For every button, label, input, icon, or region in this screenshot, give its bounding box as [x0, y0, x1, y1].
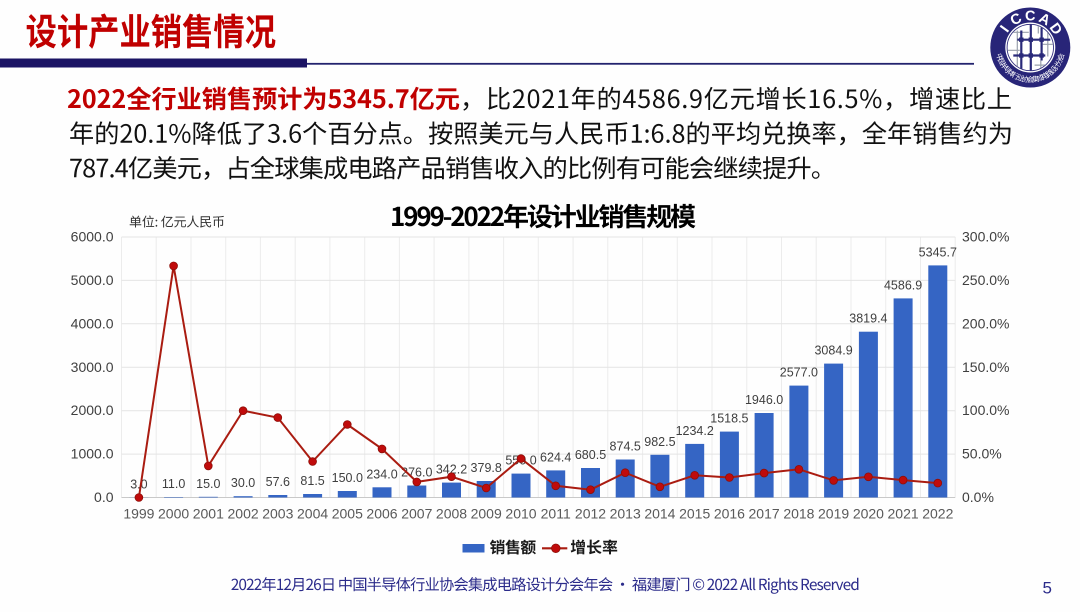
svg-text:2004: 2004 — [297, 506, 328, 522]
svg-text:2021: 2021 — [888, 506, 919, 522]
svg-text:624.4: 624.4 — [540, 450, 571, 464]
svg-text:11.0: 11.0 — [162, 477, 185, 491]
svg-text:100.0%: 100.0% — [962, 402, 1009, 418]
svg-text:2003: 2003 — [262, 506, 293, 522]
svg-text:150.0%: 150.0% — [962, 359, 1009, 375]
svg-text:1518.5: 1518.5 — [710, 412, 748, 426]
svg-text:300.0%: 300.0% — [962, 229, 1009, 245]
svg-text:2012: 2012 — [575, 506, 606, 522]
svg-text:3000.0: 3000.0 — [71, 359, 114, 375]
svg-text:200.0%: 200.0% — [962, 315, 1009, 331]
svg-text:2000: 2000 — [158, 506, 189, 522]
svg-text:2007: 2007 — [401, 506, 432, 522]
svg-text:2022: 2022 — [922, 506, 953, 522]
svg-text:2019: 2019 — [818, 506, 849, 522]
svg-text:982.5: 982.5 — [644, 435, 675, 449]
svg-text:1999: 1999 — [123, 506, 154, 522]
svg-text:3.0: 3.0 — [130, 477, 147, 491]
svg-text:2016: 2016 — [714, 506, 745, 522]
svg-text:30.0: 30.0 — [231, 476, 255, 490]
svg-text:680.5: 680.5 — [575, 448, 606, 462]
svg-text:2010: 2010 — [505, 506, 536, 522]
svg-text:2013: 2013 — [610, 506, 641, 522]
svg-text:57.6: 57.6 — [266, 475, 290, 489]
svg-text:4000.0: 4000.0 — [71, 315, 114, 331]
svg-text:2006: 2006 — [366, 506, 397, 522]
svg-text:2009: 2009 — [471, 506, 502, 522]
svg-text:234.0: 234.0 — [366, 467, 397, 481]
svg-text:2577.0: 2577.0 — [780, 366, 818, 380]
svg-text:379.8: 379.8 — [471, 461, 502, 475]
svg-text:0.0: 0.0 — [94, 489, 114, 505]
svg-text:1000.0: 1000.0 — [71, 446, 114, 462]
svg-text:5345.7: 5345.7 — [919, 245, 957, 259]
svg-text:0.0%: 0.0% — [962, 489, 994, 505]
svg-text:250.0%: 250.0% — [962, 272, 1009, 288]
svg-text:2017: 2017 — [749, 506, 780, 522]
svg-text:3084.9: 3084.9 — [814, 344, 852, 358]
svg-text:2015: 2015 — [679, 506, 710, 522]
svg-text:6000.0: 6000.0 — [71, 229, 114, 245]
svg-text:50.0%: 50.0% — [962, 446, 1002, 462]
svg-text:81.5: 81.5 — [300, 474, 324, 488]
svg-text:2014: 2014 — [644, 506, 675, 522]
svg-text:15.0: 15.0 — [196, 477, 220, 491]
svg-text:2011: 2011 — [541, 506, 571, 522]
svg-text:2000.0: 2000.0 — [71, 402, 114, 418]
svg-text:5: 5 — [1043, 579, 1052, 598]
svg-text:150.0: 150.0 — [332, 471, 363, 485]
svg-text:2005: 2005 — [332, 506, 363, 522]
svg-text:2020: 2020 — [853, 506, 884, 522]
svg-text:2018: 2018 — [783, 506, 814, 522]
svg-text:3819.4: 3819.4 — [849, 312, 887, 326]
svg-text:4586.9: 4586.9 — [884, 278, 922, 292]
svg-text:874.5: 874.5 — [610, 440, 641, 454]
svg-text:C: C — [1025, 9, 1036, 25]
svg-text:2002: 2002 — [228, 506, 259, 522]
svg-text:1234.2: 1234.2 — [676, 424, 714, 438]
svg-text:1946.0: 1946.0 — [745, 393, 783, 407]
svg-text:2001: 2001 — [193, 506, 224, 522]
svg-text:5000.0: 5000.0 — [71, 272, 114, 288]
svg-text:2008: 2008 — [436, 506, 467, 522]
